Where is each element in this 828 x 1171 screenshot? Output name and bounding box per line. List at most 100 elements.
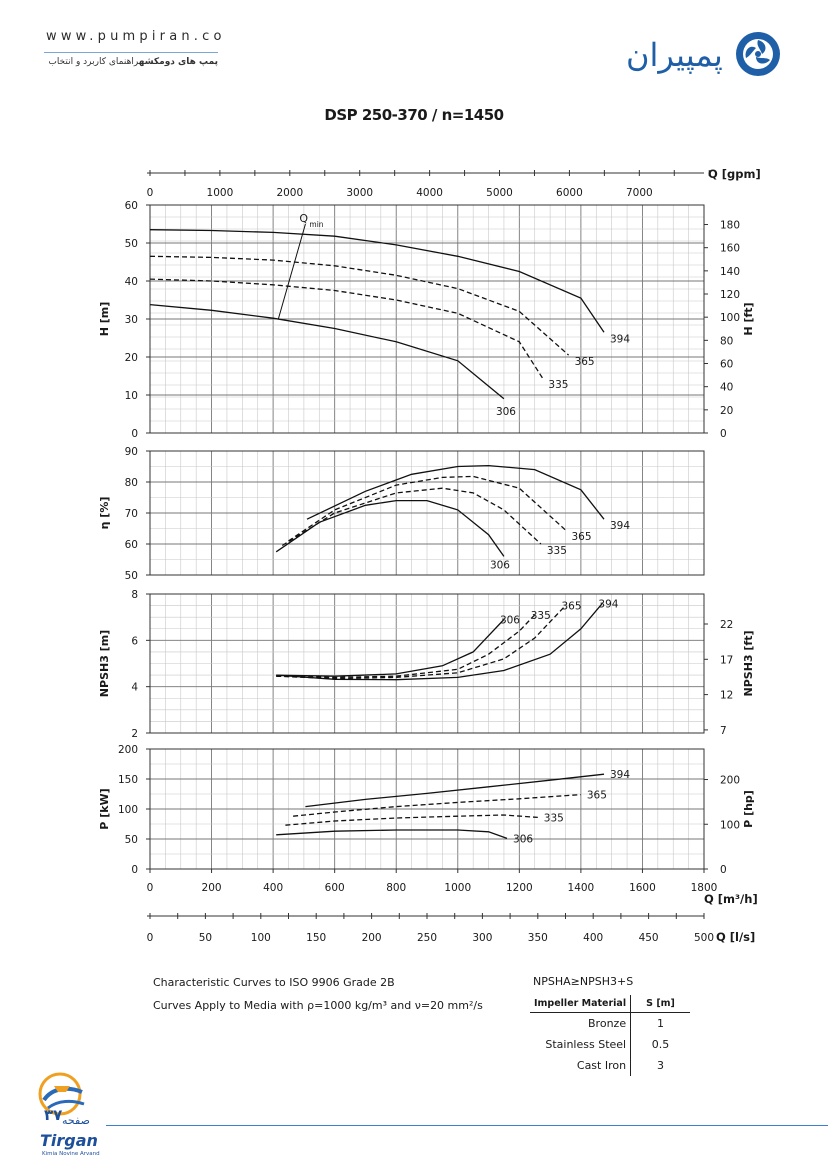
- gpm-tick-label: 0: [147, 187, 154, 199]
- ls-tick-label: 50: [199, 932, 212, 944]
- table-row: Cast Iron 3: [530, 1055, 690, 1076]
- series-label-306: 306: [513, 833, 533, 845]
- gpm-tick-label: 5000: [486, 187, 513, 199]
- y-tick-label: 60: [125, 200, 138, 212]
- series-label-394: 394: [610, 333, 630, 345]
- website-url: www.pumpiran.co: [46, 29, 226, 44]
- y-tick-label: 40: [125, 276, 138, 288]
- y-axis-label: P [kW]: [98, 788, 111, 829]
- x-tick-label: 1200: [506, 882, 533, 894]
- series-label-365: 365: [587, 790, 607, 802]
- ls-axis-label: Q [l/s]: [716, 930, 755, 944]
- x-tick-label: 1400: [568, 882, 595, 894]
- y-tick-label: 20: [125, 352, 138, 364]
- gpm-tick-label: 1000: [207, 187, 234, 199]
- x-tick-label: 600: [325, 882, 345, 894]
- y-right-tick-label: 17: [720, 654, 733, 666]
- series-label-306: 306: [490, 559, 510, 571]
- y-tick-label: 4: [131, 682, 138, 694]
- y-tick-label: 90: [125, 446, 138, 458]
- material-table: Impeller Material S [m] Bronze 1 Stainle…: [530, 995, 690, 1076]
- y-right-axis-label: NPSH3 [ft]: [742, 631, 755, 697]
- series-label-394: 394: [598, 598, 618, 610]
- pumpiran-logo-icon: [736, 32, 780, 76]
- qmin-line: [277, 223, 306, 320]
- y-right-tick-label: 20: [720, 405, 733, 417]
- table-cell: Bronze: [530, 1012, 632, 1034]
- y-right-tick-label: 60: [720, 359, 733, 371]
- y-right-tick-label: 140: [720, 266, 740, 278]
- table-row: Bronze 1: [530, 1012, 690, 1034]
- series-label-335: 335: [531, 610, 551, 622]
- y-tick-label: 8: [131, 589, 138, 601]
- y-tick-label: 2: [131, 728, 138, 740]
- series-line-394: [149, 229, 605, 333]
- gpm-axis-label: Q [gpm]: [708, 167, 761, 181]
- ls-tick-label: 0: [147, 932, 154, 944]
- y-right-tick-label: 0: [720, 428, 727, 440]
- page-label: صفحه: [62, 1114, 90, 1127]
- x-tick-label: 0: [147, 882, 154, 894]
- y-right-tick-label: 100: [720, 819, 740, 831]
- y-tick-label: 80: [125, 477, 138, 489]
- gpm-tick-label: 7000: [626, 187, 653, 199]
- series-label-335: 335: [547, 545, 567, 557]
- company-name: Tirgan: [40, 1131, 98, 1150]
- brand-logo-block: پمپیران: [626, 28, 786, 84]
- table-cell: 1: [657, 1017, 665, 1030]
- table-cell: 0.5: [651, 1038, 670, 1051]
- series-line-365: [276, 605, 566, 680]
- x-tick-label: 200: [202, 882, 222, 894]
- series-line-365: [288, 475, 566, 542]
- subtitle-prefix: راهنمای کاربرد و انتخاب: [48, 57, 139, 67]
- x-tick-label: 1000: [444, 882, 471, 894]
- series-label-335: 335: [548, 379, 568, 391]
- series-label-365: 365: [575, 356, 595, 368]
- series-label-365: 365: [572, 531, 592, 543]
- qmin-sub-label: min: [309, 220, 323, 229]
- series-line-394: [276, 602, 603, 681]
- y-tick-label: 50: [125, 834, 138, 846]
- y-right-tick-label: 100: [720, 312, 740, 324]
- x-tick-label: 800: [386, 882, 406, 894]
- y-tick-label: 100: [118, 804, 138, 816]
- series-line-306: [275, 499, 505, 557]
- notes-line-1: Characteristic Curves to ISO 9906 Grade …: [153, 976, 395, 989]
- series-line-394: [305, 773, 605, 808]
- y-tick-label: 10: [125, 390, 138, 402]
- subtitle-bold: پمپ های دومکشه: [138, 57, 218, 67]
- series-label-394: 394: [610, 520, 630, 532]
- y-tick-label: 0: [131, 864, 138, 876]
- y-right-tick-label: 22: [720, 619, 733, 631]
- series-label-335: 335: [544, 812, 564, 824]
- table-header-row: Impeller Material S [m]: [530, 995, 690, 1013]
- tirgan-logo-icon: [38, 1072, 85, 1116]
- table-cell: Cast Iron: [530, 1055, 632, 1076]
- y-tick-label: 30: [125, 314, 138, 326]
- notes-line-2: Curves Apply to Media with ρ=1000 kg/m³ …: [153, 999, 483, 1012]
- footer-divider: [106, 1125, 828, 1126]
- series-line-335: [149, 278, 543, 379]
- y-right-tick-label: 7: [720, 725, 727, 737]
- y-axis-label: H [m]: [98, 302, 111, 337]
- series-label-394: 394: [610, 769, 630, 781]
- y-right-axis-label: P [hp]: [742, 790, 755, 828]
- y-right-tick-label: 80: [720, 335, 733, 347]
- y-tick-label: 0: [131, 428, 138, 440]
- series-label-306: 306: [500, 614, 520, 626]
- ls-tick-label: 500: [694, 932, 714, 944]
- table-header: S [m]: [630, 995, 690, 1013]
- table-row: Stainless Steel 0.5: [530, 1034, 690, 1055]
- y-right-tick-label: 180: [720, 220, 740, 232]
- x-tick-label: 1800: [691, 882, 718, 894]
- series-line-394: [306, 464, 605, 520]
- series-line-335: [276, 614, 536, 679]
- gpm-tick-label: 2000: [276, 187, 303, 199]
- chart-title: DSP 250-370 / n=1450: [324, 106, 504, 124]
- ls-tick-label: 250: [417, 932, 437, 944]
- company-subtitle: Kimia Novine Arvand: [42, 1151, 100, 1157]
- ls-tick-label: 350: [528, 932, 548, 944]
- table-header: Impeller Material: [530, 995, 632, 1013]
- ls-tick-label: 200: [362, 932, 382, 944]
- series-line-335: [285, 814, 538, 826]
